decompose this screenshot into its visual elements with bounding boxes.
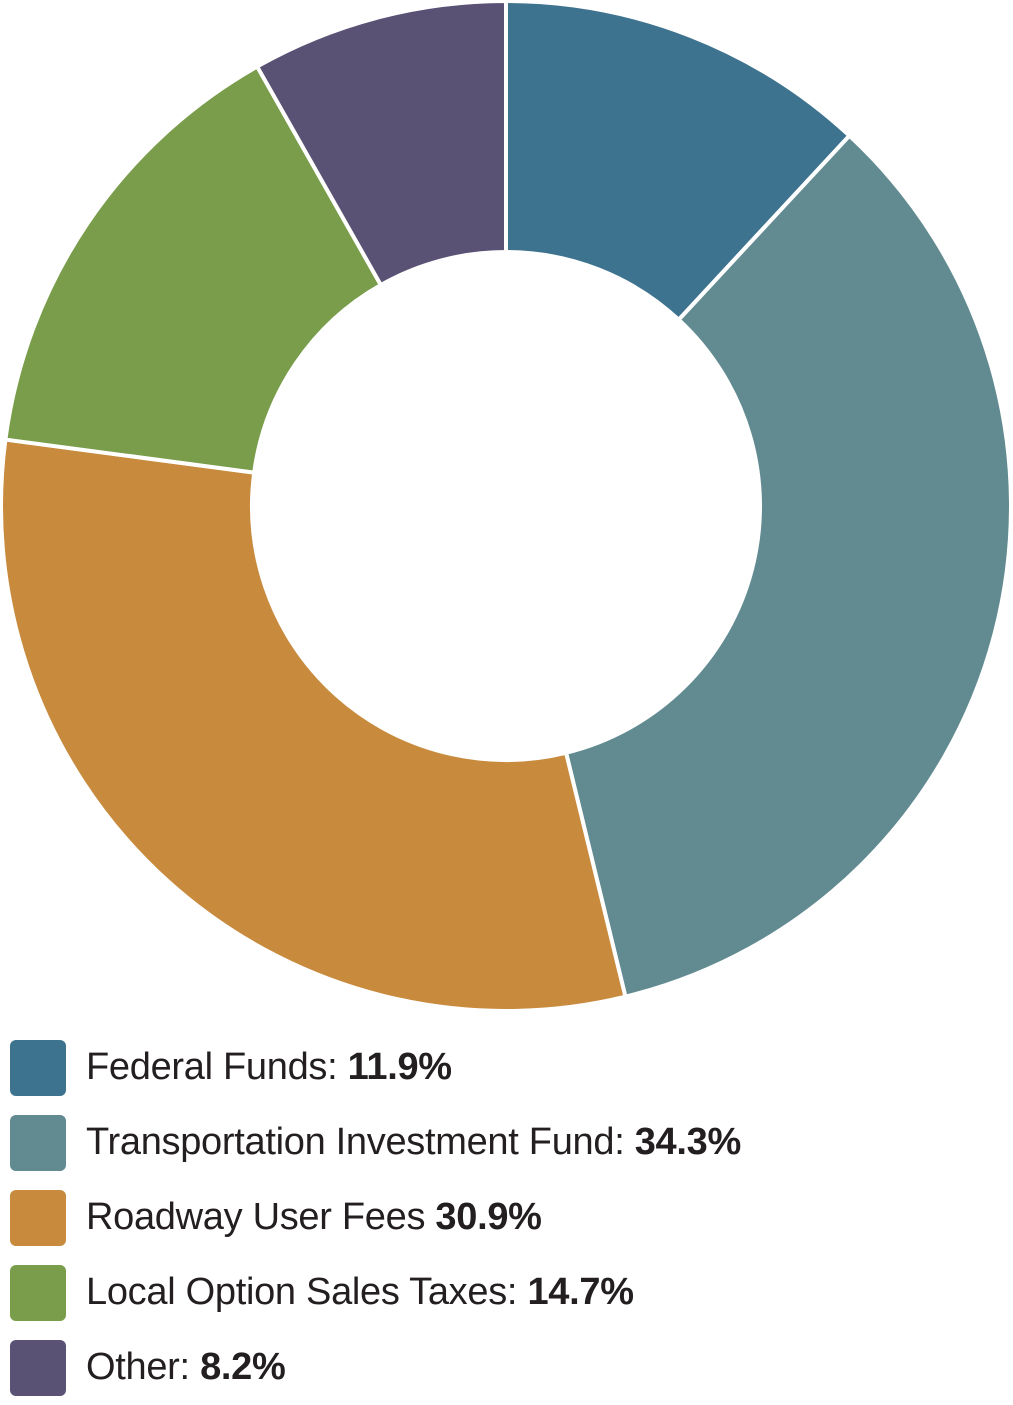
legend-value-other: 8.2% — [200, 1346, 286, 1388]
donut-chart — [0, 0, 1013, 1013]
legend-swatch-other — [10, 1339, 66, 1396]
legend-item-federal-funds: Federal Funds: 11.9% — [10, 1030, 1000, 1105]
legend-swatch-federal-funds — [10, 1039, 66, 1096]
donut-slice-transportation-investment-fund — [563, 132, 1013, 1000]
legend-swatch-roadway-user-fees — [10, 1189, 66, 1246]
legend-swatch-transportation-investment-fund — [10, 1114, 66, 1171]
legend-item-roadway-user-fees: Roadway User Fees 30.9% — [10, 1180, 1000, 1255]
donut-slice-local-option-sales-taxes — [3, 63, 384, 475]
legend-value-transportation-investment-fund: 34.3% — [634, 1121, 742, 1163]
legend-label-federal-funds: Federal Funds: 11.9% — [86, 1046, 452, 1088]
donut-slice-roadway-user-fees — [0, 437, 628, 1013]
legend-label-transportation-investment-fund: Transportation Investment Fund: 34.3% — [86, 1121, 742, 1163]
chart-legend: Federal Funds: 11.9% Transportation Inve… — [10, 1030, 1000, 1405]
donut-slice-federal-funds — [504, 0, 853, 323]
legend-value-federal-funds: 11.9% — [347, 1046, 452, 1088]
legend-label-roadway-user-fees: Roadway User Fees 30.9% — [86, 1196, 542, 1238]
legend-value-roadway-user-fees: 30.9% — [435, 1196, 542, 1238]
legend-label-local-option-sales-taxes: Local Option Sales Taxes: 14.7% — [86, 1271, 634, 1313]
legend-value-local-option-sales-taxes: 14.7% — [527, 1271, 634, 1313]
legend-item-other: Other: 8.2% — [10, 1330, 1000, 1405]
donut-slices — [0, 0, 1013, 1013]
donut-slice-other — [254, 0, 508, 288]
legend-item-transportation-investment-fund: Transportation Investment Fund: 34.3% — [10, 1105, 1000, 1180]
legend-item-local-option-sales-taxes: Local Option Sales Taxes: 14.7% — [10, 1255, 1000, 1330]
legend-label-other: Other: 8.2% — [86, 1346, 286, 1388]
legend-swatch-local-option-sales-taxes — [10, 1264, 66, 1321]
